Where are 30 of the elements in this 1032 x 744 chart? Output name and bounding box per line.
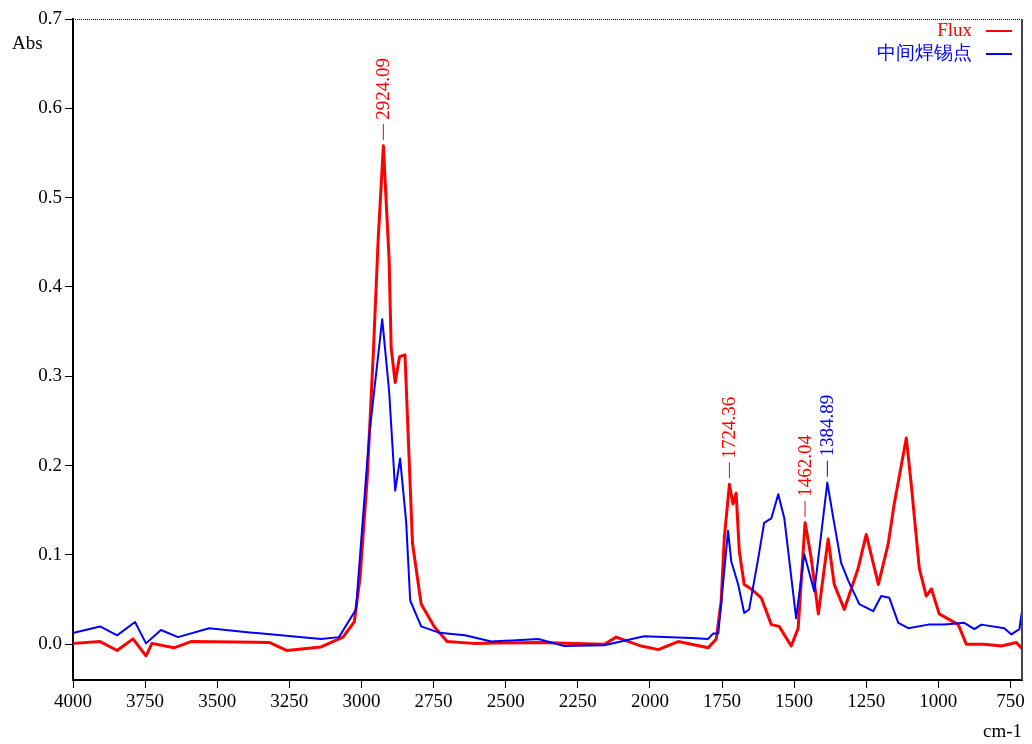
y-tick-label: 0.2 bbox=[38, 453, 62, 475]
x-tick-label: 750 bbox=[996, 690, 1025, 712]
x-tick-label: 1750 bbox=[703, 690, 742, 712]
y-axis-title: Abs bbox=[12, 31, 43, 53]
x-tick-label: 2000 bbox=[630, 690, 669, 712]
legend-label: Flux bbox=[937, 18, 973, 40]
annotation: 1462.04 bbox=[794, 434, 816, 497]
x-tick-label: 3750 bbox=[126, 690, 165, 712]
x-axis-title: cm-1 bbox=[982, 720, 1022, 742]
y-tick-label: 0.0 bbox=[38, 632, 62, 654]
y-tick-label: 0.5 bbox=[38, 185, 62, 207]
x-tick-label: 4000 bbox=[54, 690, 92, 712]
y-tick-label: 0.6 bbox=[38, 96, 62, 118]
annotation: 1724.36 bbox=[718, 396, 740, 459]
y-tick-label: 0.1 bbox=[38, 542, 62, 564]
annotation: 2924.09 bbox=[372, 58, 394, 120]
x-tick-label: 1500 bbox=[775, 690, 814, 712]
legend-label: 中间焊锡点 bbox=[877, 41, 972, 63]
annotation: 1384.89 bbox=[816, 394, 838, 457]
y-tick-label: 0.3 bbox=[38, 364, 62, 386]
y-tick-label: 0.7 bbox=[38, 6, 62, 28]
x-tick-label: 2250 bbox=[558, 690, 597, 712]
y-tick-label: 0.4 bbox=[38, 274, 63, 296]
x-tick-label: 3500 bbox=[198, 690, 237, 712]
x-tick-label: 1000 bbox=[919, 690, 958, 712]
x-tick-label: 2500 bbox=[486, 690, 525, 712]
x-tick-label: 2750 bbox=[414, 690, 453, 712]
x-tick-label: 1250 bbox=[847, 690, 886, 712]
x-tick-label: 3000 bbox=[342, 690, 381, 712]
x-tick-label: 3250 bbox=[270, 690, 309, 712]
